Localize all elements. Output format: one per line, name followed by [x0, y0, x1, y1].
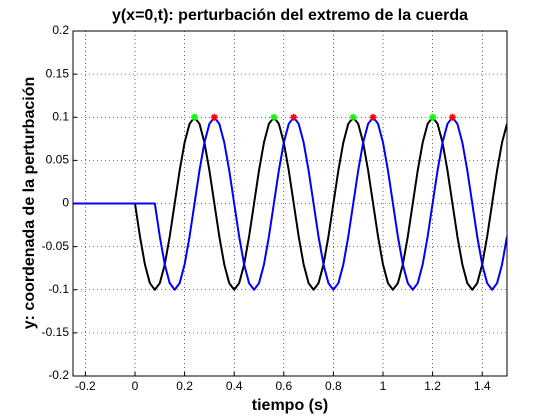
peak-marker	[191, 113, 199, 121]
y-tick-label: -0.1	[48, 282, 69, 296]
y-tick-label: -0.15	[42, 325, 70, 339]
x-tick-label: 0.2	[176, 379, 193, 393]
y-tick-label: -0.05	[42, 239, 70, 253]
x-tick-label: 1.4	[474, 379, 491, 393]
x-tick-label: 0	[132, 379, 139, 393]
x-tick-label: 0.8	[325, 379, 342, 393]
peak-marker	[448, 113, 456, 121]
x-axis-label: tiempo (s)	[252, 397, 328, 414]
chart-title: y(x=0,t): perturbación del extremo de la…	[112, 7, 468, 24]
y-tick-label: 0.15	[46, 66, 70, 80]
y-axis-label: y: coordenada de la perturbación	[21, 77, 38, 330]
series-line	[73, 116, 507, 291]
peak-marker	[210, 113, 218, 121]
y-tick-label: 0.2	[52, 23, 69, 37]
peak-marker	[369, 113, 377, 121]
axes-box	[72, 30, 508, 377]
y-tick-label: 0.1	[52, 109, 69, 123]
peak-marker	[270, 113, 278, 121]
y-tick-label: 0.05	[46, 153, 70, 167]
y-tick-label: -0.2	[48, 368, 69, 382]
y-tick-label: 0	[62, 196, 69, 210]
x-tick-label: -0.2	[75, 379, 96, 393]
peak-marker	[429, 113, 437, 121]
x-tick-label: 0.4	[226, 379, 243, 393]
x-tick-label: 0.6	[275, 379, 292, 393]
plot-data	[73, 113, 507, 291]
x-tick-label: 1.2	[424, 379, 441, 393]
peak-marker	[349, 113, 357, 121]
peak-marker	[290, 113, 298, 121]
x-tick-label: 1	[380, 379, 387, 393]
